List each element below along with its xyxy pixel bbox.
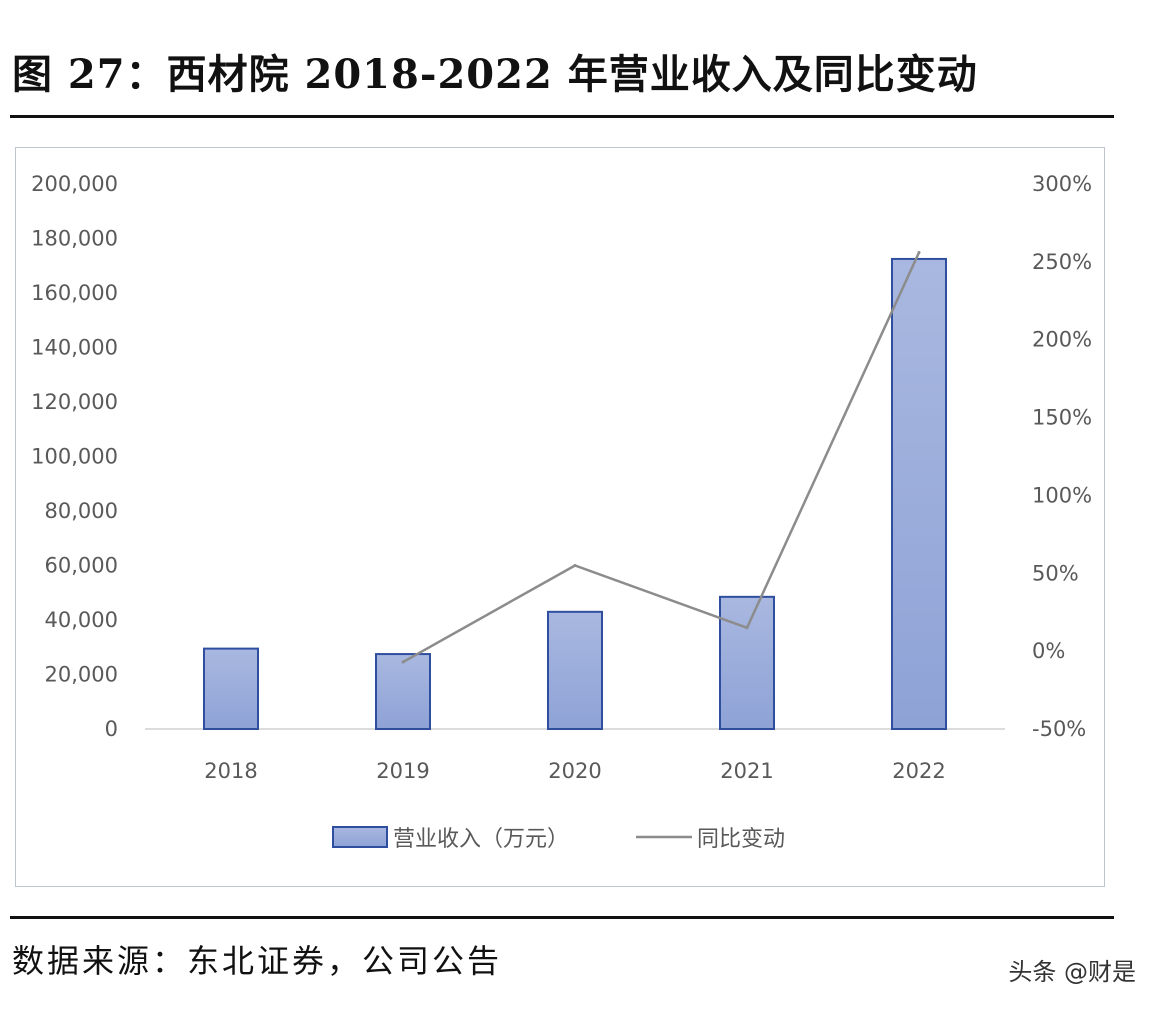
figure-title: 图 27：西材院 2018-2022 年营业收入及同比变动 <box>12 51 978 98</box>
x-tick-label: 2019 <box>376 759 429 783</box>
source-rule <box>10 916 1114 919</box>
y-left-tick-label: 0 <box>105 717 118 741</box>
y-left-tick-label: 100,000 <box>31 445 118 469</box>
y-left-tick-label: 160,000 <box>31 281 118 305</box>
legend-swatch-revenue <box>332 826 388 848</box>
chart-frame <box>15 147 1105 887</box>
y-left-tick-label: 80,000 <box>45 499 118 523</box>
x-tick-label: 2022 <box>892 759 945 783</box>
legend-label-yoy: 同比变动 <box>697 827 785 852</box>
y-left-tick-label: 120,000 <box>31 390 118 414</box>
y-right-tick-label: 0% <box>1032 639 1065 663</box>
bar-revenue-2019 <box>375 653 431 730</box>
source-note: 数据来源：东北证券，公司公告 <box>12 942 503 980</box>
watermark: 头条 @财是 <box>1008 958 1136 986</box>
y-left-tick-label: 140,000 <box>31 336 118 360</box>
legend-label-revenue: 营业收入（万元） <box>393 827 569 852</box>
x-tick-label: 2020 <box>548 759 601 783</box>
y-right-tick-label: 250% <box>1032 250 1092 274</box>
line-yoy-change <box>402 251 921 664</box>
y-right-tick-label: 150% <box>1032 406 1092 430</box>
bar-revenue-2021 <box>719 595 775 731</box>
line-point-2020 <box>573 564 577 567</box>
x-tick-label: 2018 <box>204 759 257 783</box>
y-left-tick-label: 20,000 <box>45 663 118 687</box>
line-point-2022 <box>917 251 921 255</box>
y-right-tick-label: 300% <box>1032 172 1092 196</box>
bar-revenue-2022 <box>891 257 947 730</box>
line-point-2019 <box>401 660 405 664</box>
y-right-tick-label: 200% <box>1032 328 1092 352</box>
y-left-tick-label: 60,000 <box>45 554 118 578</box>
y-left-tick-label: 180,000 <box>31 227 118 251</box>
x-tick-label: 2021 <box>720 759 773 783</box>
y-right-tick-label: 50% <box>1032 561 1079 585</box>
bar-revenue-2020 <box>547 610 603 731</box>
y-right-tick-label: 100% <box>1032 483 1092 507</box>
y-right-tick-label: -50% <box>1032 717 1086 741</box>
line-point-2021 <box>745 626 749 630</box>
title-rule <box>10 115 1114 118</box>
y-left-tick-label: 40,000 <box>45 608 118 632</box>
bar-revenue-2018 <box>203 647 259 730</box>
y-left-tick-label: 200,000 <box>31 172 118 196</box>
